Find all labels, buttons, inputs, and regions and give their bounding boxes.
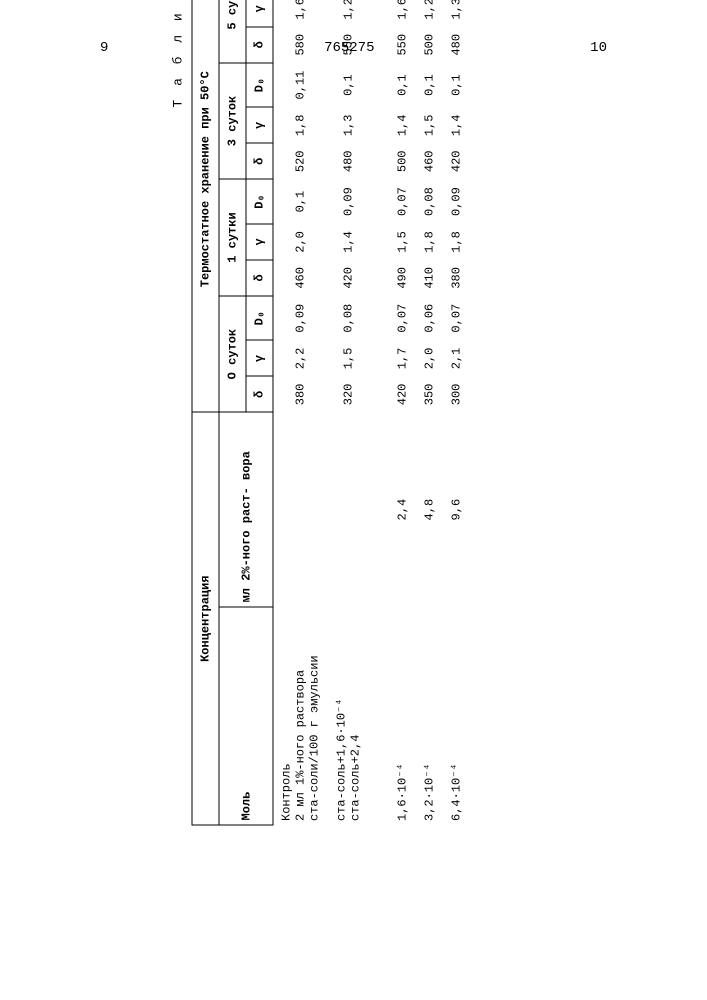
- cell-value: 0,09: [443, 179, 470, 224]
- data-table: Концентрация Термостатное хранение при 5…: [192, 0, 470, 826]
- row-label: Контроль2 мл 1%-ного раствораста-соли/10…: [273, 607, 328, 825]
- cell-value: 2,1: [443, 341, 470, 377]
- cell-value: 1,3: [328, 107, 369, 143]
- row-ml: [328, 412, 369, 607]
- col-d3: 3 суток: [219, 63, 246, 180]
- table-row: 1,6·10⁻⁴2,44201,70,074901,50,075001,40,1…: [389, 0, 416, 825]
- cell-value: 1,8: [443, 224, 470, 260]
- table-wrapper: Т а б л и ц а 4 Концентрация Термостатно…: [171, 0, 470, 826]
- cell-value: 1,6: [389, 0, 416, 27]
- table-row: Контроль2 мл 1%-ного раствораста-соли/10…: [273, 0, 328, 825]
- cell-value: 0,1: [328, 63, 369, 108]
- cell-value: 1,2: [416, 0, 443, 27]
- table-row: 6,4·10⁻⁴9,63002,10,073801,80,094201,40,1…: [443, 0, 470, 825]
- cell-value: 520: [273, 143, 328, 179]
- cell-value: 420: [443, 143, 470, 179]
- cell-value: 2,2: [273, 341, 328, 377]
- col-conc: Концентрация: [192, 412, 219, 825]
- cell-value: 0,08: [416, 179, 443, 224]
- cell-value: 2,0: [416, 341, 443, 377]
- h-gamma-0: γ: [246, 341, 273, 377]
- col-d0: О суток: [219, 296, 246, 413]
- cell-value: 1,5: [416, 107, 443, 143]
- cell-value: 0,1: [416, 63, 443, 108]
- cell-value: 1,5: [328, 341, 369, 377]
- table-body: Контроль2 мл 1%-ного раствораста-соли/10…: [273, 0, 470, 825]
- col-d1: 1 сутки: [219, 179, 246, 296]
- cell-value: 0,07: [389, 179, 416, 224]
- col-d5: 5 суток: [219, 0, 246, 63]
- cell-value: 1,4: [389, 107, 416, 143]
- row-spacer: [369, 0, 389, 825]
- cell-value: 550: [389, 27, 416, 63]
- cell-value: 480: [443, 27, 470, 63]
- cell-value: 480: [328, 143, 369, 179]
- cell-value: 300: [443, 376, 470, 412]
- row-ml: 4,8: [416, 412, 443, 607]
- cell-value: 410: [416, 260, 443, 296]
- table-row: 3,2·10⁻⁴4,83502,00,064101,80,084601,50,1…: [416, 0, 443, 825]
- cell-value: 490: [389, 260, 416, 296]
- row-label: 6,4·10⁻⁴: [443, 607, 470, 825]
- cell-value: 1,8: [416, 224, 443, 260]
- cell-value: 0,1: [389, 63, 416, 108]
- cell-value: 460: [273, 260, 328, 296]
- cell-value: 1,3: [443, 0, 470, 27]
- cell-value: 1,8: [273, 107, 328, 143]
- cell-value: 0,07: [443, 296, 470, 341]
- row-label: ста-соль+1,6·10⁻⁴ста-соль+2,4: [328, 607, 369, 825]
- page-right: 10: [590, 40, 607, 56]
- cell-value: 320: [328, 376, 369, 412]
- table-row: ста-соль+1,6·10⁻⁴ста-соль+2,43201,50,084…: [328, 0, 369, 825]
- h-D0-0: D₀: [246, 296, 273, 341]
- h-delta-1: δ: [246, 260, 273, 296]
- cell-value: 350: [416, 376, 443, 412]
- cell-value: 1,7: [389, 341, 416, 377]
- row-ml: [273, 412, 328, 607]
- cell-value: 1,2: [328, 0, 369, 27]
- page-left: 9: [100, 40, 108, 56]
- row-ml: 9,6: [443, 412, 470, 607]
- h-D0-1: D₀: [246, 179, 273, 224]
- cell-value: 580: [273, 27, 328, 63]
- cell-value: 0,07: [389, 296, 416, 341]
- cell-value: 0,09: [273, 296, 328, 341]
- cell-value: 1,4: [443, 107, 470, 143]
- cell-value: 2,0: [273, 224, 328, 260]
- h-gamma-5: γ: [246, 0, 273, 27]
- cell-value: 550: [328, 27, 369, 63]
- cell-value: 500: [416, 27, 443, 63]
- row-label: 3,2·10⁻⁴: [416, 607, 443, 825]
- col-therm: Термостатное хранение при 50°С: [192, 0, 219, 412]
- cell-value: 420: [328, 260, 369, 296]
- cell-value: 1,4: [328, 224, 369, 260]
- h-delta-3: δ: [246, 143, 273, 179]
- cell-value: 380: [273, 376, 328, 412]
- cell-value: 500: [389, 143, 416, 179]
- cell-value: 0,1: [273, 179, 328, 224]
- h-delta-0: δ: [246, 376, 273, 412]
- row-ml: 2,4: [389, 412, 416, 607]
- col-ml: мл 2%-ного раст- вора: [219, 412, 273, 607]
- cell-value: 380: [443, 260, 470, 296]
- table-caption: Т а б л и ц а 4: [171, 0, 186, 826]
- cell-value: 1,5: [389, 224, 416, 260]
- cell-value: 0,11: [273, 63, 328, 108]
- col-mol: Моль: [219, 607, 273, 825]
- cell-value: 0,1: [443, 63, 470, 108]
- cell-value: 1,6: [273, 0, 328, 27]
- row-label: 1,6·10⁻⁴: [389, 607, 416, 825]
- h-D0-3: D₀: [246, 63, 273, 108]
- h-delta-5: δ: [246, 27, 273, 63]
- cell-value: 0,08: [328, 296, 369, 341]
- h-gamma-1: γ: [246, 224, 273, 260]
- cell-value: 460: [416, 143, 443, 179]
- cell-value: 420: [389, 376, 416, 412]
- h-gamma-3: γ: [246, 107, 273, 143]
- cell-value: 0,06: [416, 296, 443, 341]
- cell-value: 0,09: [328, 179, 369, 224]
